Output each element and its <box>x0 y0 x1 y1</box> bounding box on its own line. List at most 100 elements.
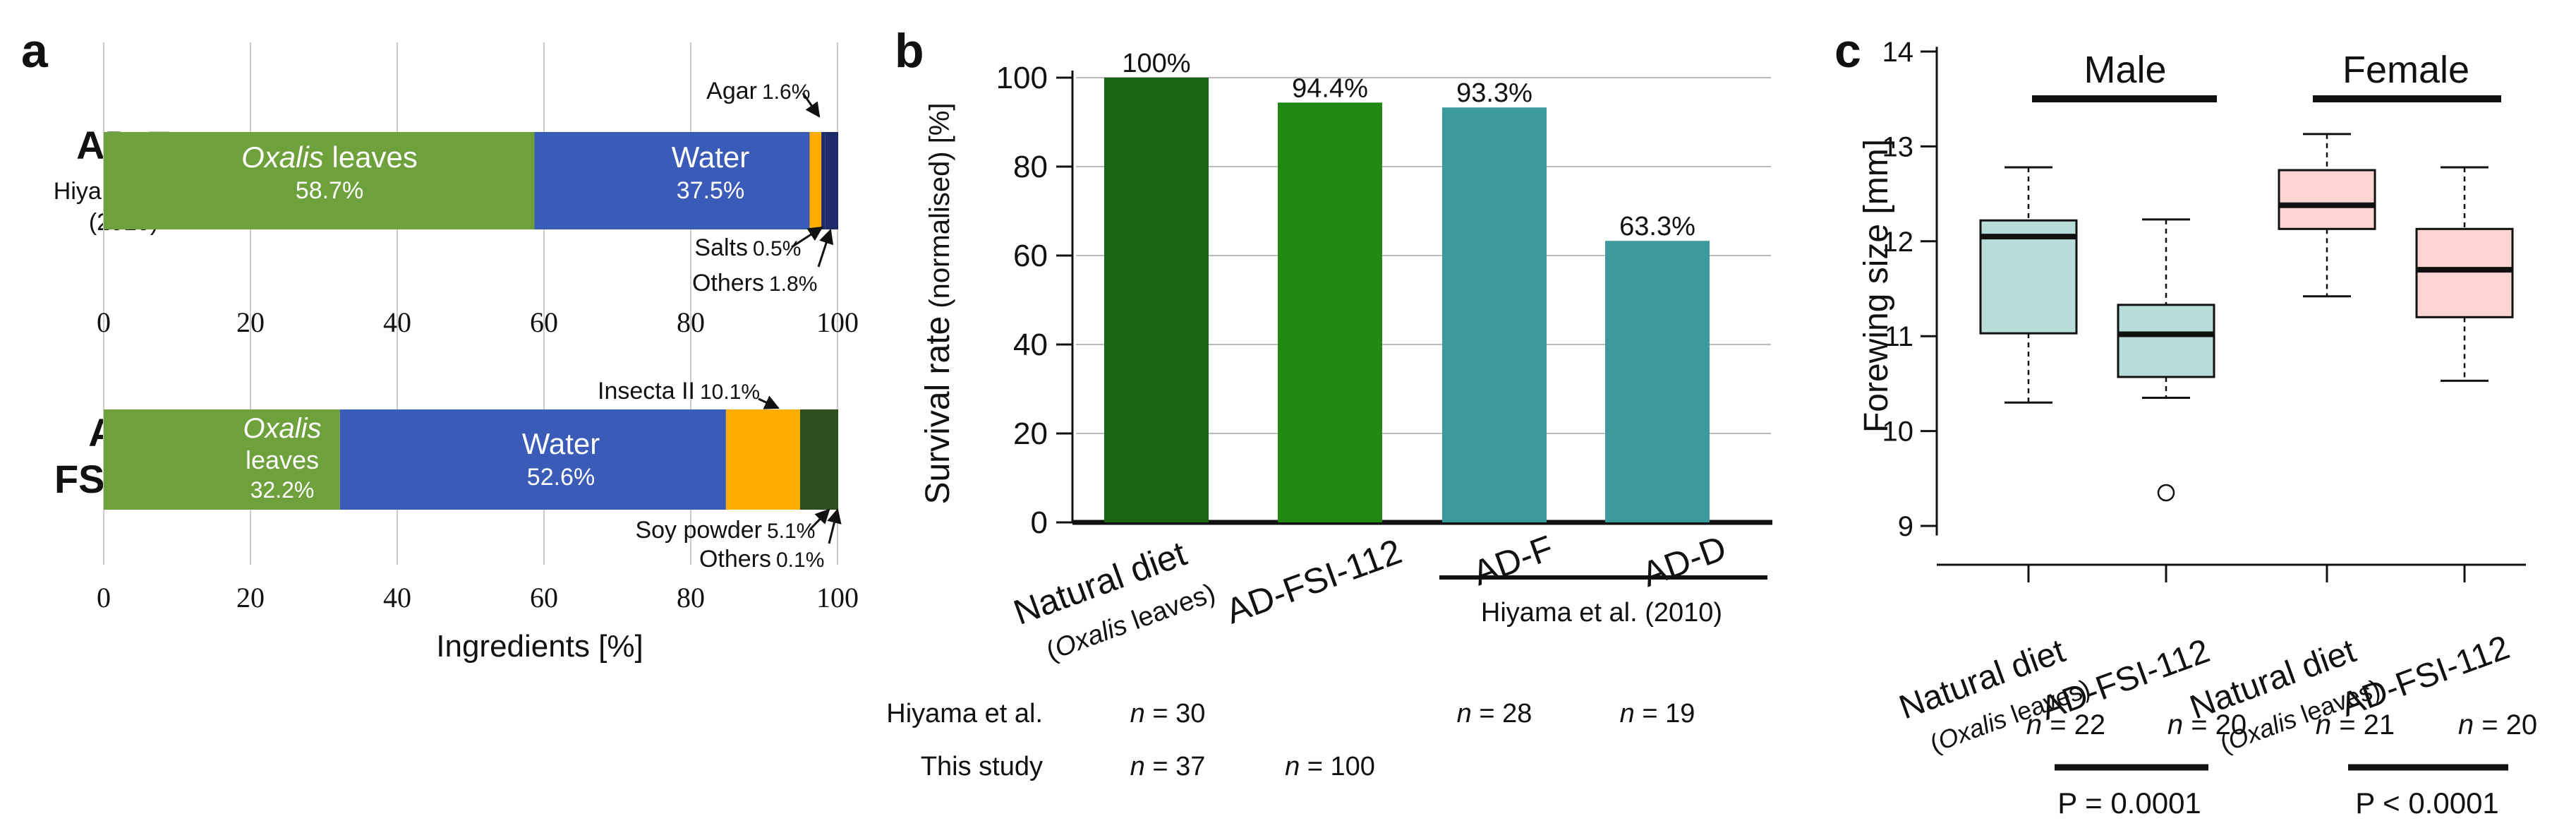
c-n-1: n = 22 <box>2026 709 2105 741</box>
b-ytick-40: 40 <box>1013 328 1048 362</box>
callout-others-1-arrow <box>817 229 834 268</box>
b-bar-label-1: 100% <box>1122 49 1190 78</box>
a-tick-bottom-0: 0 <box>97 582 111 613</box>
a-row2-segment-insecta-ii <box>725 409 800 510</box>
c-n-3: n = 21 <box>2316 709 2395 741</box>
callout-others-2-pct: 0.1% <box>776 549 824 572</box>
c-box3-iqr <box>2278 169 2376 230</box>
callout-insecta-pct: 10.1% <box>700 380 760 404</box>
c-p-female: P < 0.0001 <box>2355 786 2499 820</box>
a-row1-segment-water <box>534 132 810 229</box>
panel-c: c 9 10 11 12 13 14 Forewing size [mm] Male Fe… <box>1834 24 2537 820</box>
b-ytick-20: 20 <box>1013 416 1048 451</box>
panel-b-y-ticks: 0 20 40 60 80 100 <box>996 61 1072 540</box>
callout-salts: Salts <box>694 234 748 261</box>
panel-a-xlabel: Ingredients [%] <box>436 629 643 664</box>
callout-agar-pct: 1.6% <box>762 80 810 104</box>
a-row1-segment-others <box>825 132 839 229</box>
c-box2-outlier-1 <box>2157 484 2175 502</box>
a-tick-top-0: 0 <box>97 306 111 338</box>
a-tick-top-40: 40 <box>383 306 411 338</box>
c-n-4: n = 20 <box>2458 709 2537 741</box>
a-tick-bottom-100: 100 <box>816 582 859 613</box>
c-box4-iqr <box>2415 227 2514 318</box>
callout-others-2-arrow <box>827 508 842 544</box>
panel-b-n-values: n = 30 n = 28 n = 19 n = 37 n = 100 <box>1130 699 1695 781</box>
b-nrow-1-label: Hiyama et al. <box>886 699 1043 729</box>
b-ytick-0: 0 <box>1031 505 1048 540</box>
c-ytick-12: 12 <box>1882 227 1914 258</box>
panel-b: b 100% 94.4% 93.3% 63.3% 0 20 40 60 80 100 Survi… <box>886 24 1772 781</box>
row2-water-pct: 52.6% <box>527 464 595 491</box>
b-n-r2-c2: n = 100 <box>1285 752 1375 781</box>
callout-insecta: Insecta II <box>598 378 695 404</box>
a-tick-bottom-20: 20 <box>236 582 265 613</box>
callout-soy-pct: 5.1% <box>767 520 815 543</box>
panel-c-axes: 9 10 11 12 13 14 <box>1882 37 2526 582</box>
b-n-r1-c1: n = 30 <box>1130 699 1206 729</box>
a-tick-top-100: 100 <box>816 306 859 338</box>
row1-oxalis-pct: 58.7% <box>296 177 363 204</box>
b-bar-label-2: 94.4% <box>1292 73 1368 103</box>
a-row2-segment-water <box>339 409 726 510</box>
b-nrow-2-label: This study <box>921 752 1043 781</box>
a-tick-bottom-60: 60 <box>530 582 558 613</box>
a-row2-segment-others <box>837 409 839 510</box>
panel-a-bars <box>104 132 839 510</box>
b-group-label: Hiyama et al. (2010) <box>1481 598 1722 628</box>
row2-oxalis-label: Oxalis <box>243 413 321 444</box>
c-ytick-9: 9 <box>1898 511 1913 542</box>
b-cat-add: AD-D <box>1637 528 1731 594</box>
callout-others-1-pct: 1.8% <box>769 272 817 296</box>
panel-c-ylabel: Forewing size [mm] <box>1858 139 1895 433</box>
callout-agar-arrow <box>802 92 821 118</box>
a-tick-top-60: 60 <box>530 306 558 338</box>
c-box2-iqr <box>2117 304 2215 378</box>
row2-oxalis-label-rest: leaves <box>246 445 319 474</box>
panel-c-boxes <box>1979 133 2514 502</box>
callout-soy: Soy powder <box>635 517 762 544</box>
c-group-female: Female <box>2342 49 2469 91</box>
c-ytick-14: 14 <box>1882 37 1914 68</box>
callout-insecta-arrow <box>758 395 780 409</box>
a-row1-segment-oxalis-leaves <box>104 132 535 229</box>
b-bar-2 <box>1278 102 1382 522</box>
a-row2-segment-oxalis-leaves <box>104 409 340 510</box>
b-bar-3 <box>1442 107 1547 522</box>
panel-a-letter: a <box>21 24 49 78</box>
panel-b-letter: b <box>895 24 924 78</box>
c-ytick-10: 10 <box>1882 416 1914 448</box>
panel-a-tick-labels: 0 0 20 20 40 40 60 60 80 80 100 100 <box>97 306 859 613</box>
panel-c-n-values: n = 22 n = 20 n = 21 n = 20 <box>2026 709 2537 741</box>
b-cat-adfsi: AD-FSI-112 <box>1221 532 1407 632</box>
callout-others-1: Others <box>692 270 764 296</box>
row2-water-label: Water <box>522 427 600 460</box>
c-group-male: Male <box>2084 49 2166 91</box>
b-bar-1 <box>1104 78 1209 522</box>
a-row1-segment-salts <box>821 132 826 229</box>
panel-c-letter: c <box>1834 24 1861 78</box>
a-tick-bottom-40: 40 <box>383 582 411 613</box>
row1-oxalis-label: Oxalis leaves <box>241 140 418 174</box>
a-tick-bottom-80: 80 <box>677 582 705 613</box>
panel-b-ylabel: Survival rate (normalised) [%] <box>919 102 957 504</box>
a-row2-segment-soy-powder <box>799 409 837 510</box>
b-ytick-60: 60 <box>1013 239 1048 273</box>
c-p-male: P = 0.0001 <box>2057 786 2201 820</box>
row2-oxalis-pct: 32.2% <box>250 477 315 503</box>
row1-water-label: Water <box>672 140 749 174</box>
b-bar-label-3: 93.3% <box>1456 78 1532 108</box>
b-ytick-100: 100 <box>996 61 1048 95</box>
panel-a: a AD-F Hiyama et al. (2010) AD- FSI-112 … <box>21 24 859 664</box>
b-bar-label-4: 63.3% <box>1619 212 1695 241</box>
row1-water-pct: 37.5% <box>677 177 744 204</box>
b-n-r1-c4: n = 19 <box>1620 699 1695 729</box>
b-ytick-80: 80 <box>1013 150 1048 184</box>
b-n-r1-c3: n = 28 <box>1457 699 1532 729</box>
callout-others-2: Others <box>699 546 771 573</box>
callout-salts-arrow <box>791 226 823 248</box>
b-cat-adf: AD-F <box>1468 528 1559 594</box>
b-bar-4 <box>1605 241 1710 522</box>
c-ytick-11: 11 <box>1884 321 1913 352</box>
